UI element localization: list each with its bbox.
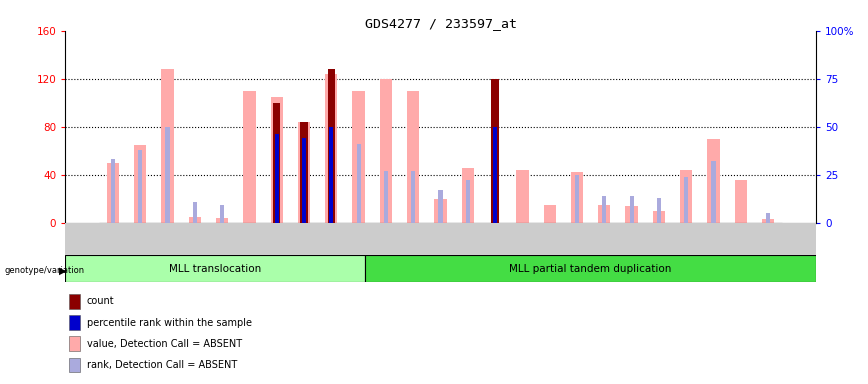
Bar (326, 74, 338, 223)
Bar (786, 223, 816, 255)
Bar (766, 213, 770, 223)
Bar (681, 170, 693, 223)
Bar (516, 170, 529, 223)
Bar (107, 163, 119, 223)
Bar (546, 223, 575, 255)
Bar (125, 223, 155, 255)
Bar (543, 205, 556, 223)
Bar (575, 223, 606, 255)
Bar (602, 196, 607, 223)
Bar (485, 223, 516, 255)
Bar (243, 91, 255, 223)
Bar (626, 206, 638, 223)
Bar (571, 172, 583, 223)
Text: percentile rank within the sample: percentile rank within the sample (87, 318, 252, 328)
Bar (491, 79, 499, 223)
Bar (327, 69, 335, 223)
Bar (635, 223, 666, 255)
Bar (65, 223, 95, 255)
Bar (598, 205, 610, 223)
Bar (516, 223, 546, 255)
Bar (456, 223, 485, 255)
Bar (271, 97, 283, 223)
Bar (329, 127, 333, 223)
Bar (462, 167, 474, 223)
Bar (707, 139, 720, 223)
Bar (65, 255, 365, 282)
Bar (434, 199, 447, 223)
Bar (155, 223, 185, 255)
Bar (493, 127, 497, 223)
Bar (438, 190, 443, 223)
Text: MLL partial tandem duplication: MLL partial tandem duplication (510, 264, 672, 274)
Bar (335, 223, 365, 255)
Bar (138, 150, 142, 223)
Bar (220, 205, 224, 223)
Bar (666, 223, 696, 255)
Bar (653, 211, 665, 223)
Bar (273, 103, 280, 223)
Text: rank, Detection Call = ABSENT: rank, Detection Call = ABSENT (87, 360, 237, 370)
Bar (134, 145, 147, 223)
Bar (216, 218, 228, 223)
Text: ▶: ▶ (59, 266, 67, 276)
Bar (396, 223, 425, 255)
Bar (215, 223, 246, 255)
Bar (629, 196, 634, 223)
Bar (95, 223, 125, 255)
Bar (712, 161, 715, 223)
Bar (365, 255, 816, 282)
Bar (493, 198, 497, 223)
Bar (352, 91, 365, 223)
Bar (161, 69, 174, 223)
Bar (300, 122, 307, 223)
Bar (425, 223, 456, 255)
Bar (246, 223, 275, 255)
Bar (575, 175, 579, 223)
Text: genotype/variation: genotype/variation (4, 266, 84, 275)
Bar (407, 91, 419, 223)
Title: GDS4277 / 233597_at: GDS4277 / 233597_at (365, 17, 516, 30)
Bar (684, 177, 688, 223)
Bar (726, 223, 756, 255)
Bar (185, 223, 215, 255)
Bar (274, 134, 279, 223)
Bar (298, 122, 310, 223)
Bar (193, 202, 197, 223)
Bar (111, 159, 115, 223)
Bar (384, 171, 388, 223)
Text: MLL translocation: MLL translocation (169, 264, 261, 274)
Bar (306, 223, 335, 255)
Bar (166, 127, 169, 223)
Bar (380, 79, 392, 223)
Bar (365, 223, 396, 255)
Text: count: count (87, 296, 115, 306)
Bar (357, 144, 360, 223)
Bar (188, 217, 201, 223)
Bar (411, 171, 415, 223)
Bar (606, 223, 635, 255)
Bar (696, 223, 726, 255)
Text: value, Detection Call = ABSENT: value, Detection Call = ABSENT (87, 339, 242, 349)
Bar (275, 223, 306, 255)
Bar (756, 223, 786, 255)
Bar (302, 138, 306, 223)
Bar (762, 219, 774, 223)
Bar (657, 198, 661, 223)
Bar (734, 180, 747, 223)
Bar (466, 180, 470, 223)
